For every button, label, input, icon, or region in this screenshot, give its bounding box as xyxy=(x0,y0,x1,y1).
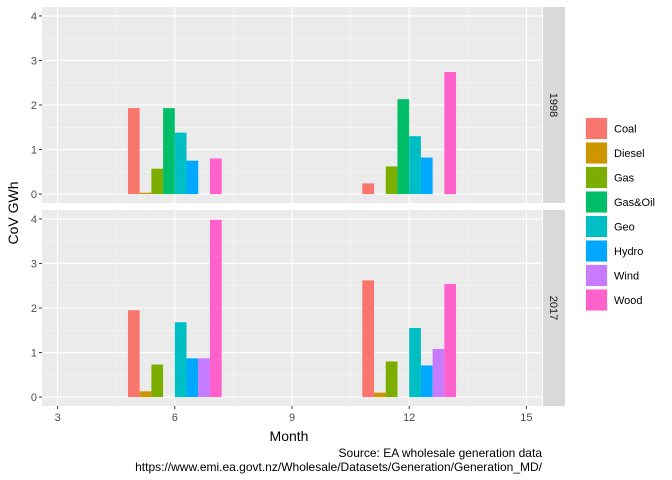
y-axis-title: CoV GWh xyxy=(5,181,21,244)
x-tick-label: 3 xyxy=(55,412,61,424)
y-tick-label: 0 xyxy=(31,392,37,404)
legend-item-diesel: Diesel xyxy=(585,141,645,165)
caption: Source: EA wholesale generation data htt… xyxy=(135,446,543,474)
bar-1998-m12-coal xyxy=(362,183,375,195)
bar-1998-m12-geo xyxy=(409,136,421,195)
facet-strip-2017: 2017 xyxy=(543,210,565,406)
x-axis-title: Month xyxy=(270,428,309,444)
x-tick-label: 6 xyxy=(172,412,178,424)
bar-2017-m12-geo xyxy=(409,328,421,398)
y-tick-label: 4 xyxy=(31,11,37,23)
legend-swatch xyxy=(586,118,607,139)
bar-2017-m6-wind xyxy=(198,358,210,398)
legend-swatch xyxy=(586,289,607,311)
y-tick-label: 3 xyxy=(31,258,37,270)
legend: Coal Diesel Gas Gas&Oil Geo Hydro Wind Wood xyxy=(585,117,655,312)
x-tick-label: 9 xyxy=(289,412,295,424)
caption-url: https://www.emi.ea.govt.nz/Wholesale/Dat… xyxy=(135,460,543,474)
facet-strip-background xyxy=(543,7,565,203)
legend-item-gas: Gas xyxy=(585,166,635,189)
legend-item-coal: Coal xyxy=(585,117,637,140)
y-tick-label: 4 xyxy=(31,214,37,226)
legend-label: Wind xyxy=(614,271,639,283)
bar-2017-m6-gas xyxy=(151,364,164,398)
facet-strip-1998: 1998 xyxy=(543,7,565,203)
bar-1998-m12-gas xyxy=(385,166,398,195)
bar-2017-m12-gas xyxy=(385,361,398,398)
legend-label: Coal xyxy=(614,124,637,136)
legend-label: Diesel xyxy=(614,148,645,160)
legend-item-geo: Geo xyxy=(585,215,635,238)
bar-2017-m6-coal xyxy=(127,310,140,398)
bar-1998-m6-gas-oil xyxy=(163,108,175,195)
y-tick-label: 2 xyxy=(31,303,37,315)
legend-item-wind: Wind xyxy=(585,264,639,287)
bar-1998-m6-geo xyxy=(174,132,187,195)
legend-swatch xyxy=(586,265,607,286)
legend-swatch xyxy=(586,191,607,213)
bar-1998-m12-gas-oil xyxy=(397,99,410,195)
bar-2017-m6-geo xyxy=(174,322,187,398)
facet-panel-1998: 0 1 2 3 4 1998 xyxy=(31,7,565,203)
bar-1998-m12-wood xyxy=(444,72,457,195)
legend-swatch xyxy=(586,142,607,164)
legend-label: Wood xyxy=(614,295,643,307)
bar-1998-m6-coal xyxy=(127,108,140,195)
legend-item-wood: Wood xyxy=(585,288,643,312)
bar-2017-m12-wind xyxy=(432,348,445,398)
bar-2017-m12-hydro xyxy=(420,365,433,398)
bar-1998-m6-wood xyxy=(209,158,222,195)
y-tick-label: 1 xyxy=(31,348,37,360)
bar-1998-m6-hydro xyxy=(186,160,199,195)
legend-item-hydro: Hydro xyxy=(585,239,643,263)
legend-swatch xyxy=(586,216,607,237)
facet-strip-label: 2017 xyxy=(547,296,559,320)
legend-label: Geo xyxy=(614,222,635,234)
bar-1998-m6-diesel xyxy=(139,192,152,195)
legend-label: Gas xyxy=(614,173,635,185)
x-tick-label: 12 xyxy=(403,412,415,424)
y-tick-label: 2 xyxy=(31,100,37,112)
bar-2017-m12-coal xyxy=(362,280,375,398)
facet-panel-2017: 0 1 2 3 4 2017 xyxy=(31,210,565,406)
bar-2017-m6-wood xyxy=(209,219,222,398)
x-tick-label: 15 xyxy=(520,412,532,424)
y-tick-label: 0 xyxy=(31,189,37,201)
bar-1998-m12-hydro xyxy=(420,157,433,195)
caption-source: Source: EA wholesale generation data xyxy=(339,446,543,460)
y-tick-label: 3 xyxy=(31,55,37,67)
bar-1998-m6-gas xyxy=(151,168,164,195)
legend-item-gas-oil: Gas&Oil xyxy=(585,190,655,214)
bar-2017-m12-wood xyxy=(444,283,457,398)
x-axis: 3 6 9 12 15 xyxy=(55,406,533,424)
facet-strip-label: 1998 xyxy=(547,93,559,117)
legend-label: Hydro xyxy=(614,246,643,258)
facet-strip-background xyxy=(543,210,565,406)
legend-swatch xyxy=(586,167,607,188)
y-tick-label: 1 xyxy=(31,145,37,157)
legend-swatch xyxy=(586,240,607,262)
bar-2017-m6-hydro xyxy=(186,358,199,398)
bar-2017-m6-diesel xyxy=(139,391,152,398)
legend-label: Gas&Oil xyxy=(614,197,655,209)
bar-2017-m12-diesel xyxy=(374,392,386,398)
